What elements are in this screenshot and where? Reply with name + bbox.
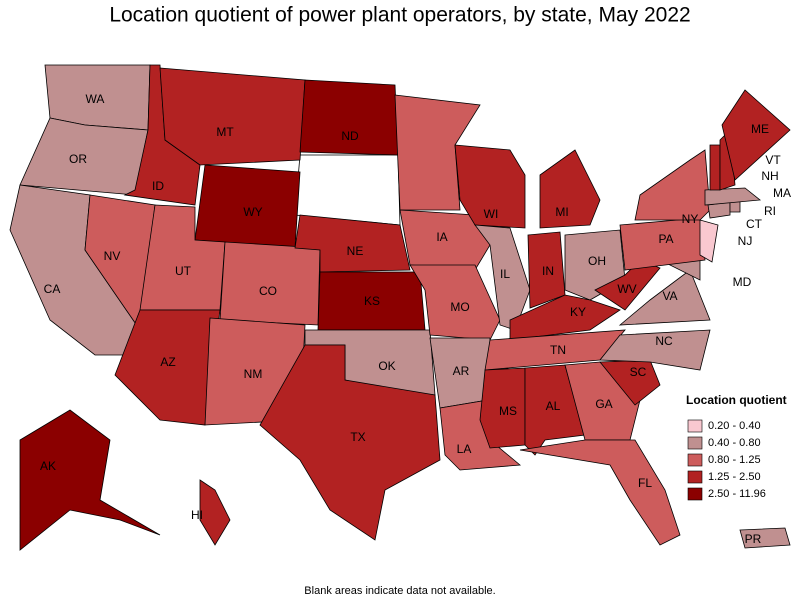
state bbox=[19, 409, 161, 551]
state bbox=[709, 144, 721, 191]
title: Location quotient of power plant operato… bbox=[109, 4, 690, 27]
state-label: NJ bbox=[738, 234, 753, 248]
state-label: OH bbox=[588, 254, 606, 268]
state-label: IA bbox=[436, 230, 447, 244]
state-label: MT bbox=[216, 125, 234, 139]
state bbox=[399, 209, 491, 271]
state-label: SC bbox=[630, 365, 647, 379]
state-label: OR bbox=[69, 152, 87, 166]
state-label: KY bbox=[570, 305, 586, 319]
legend-swatch bbox=[687, 436, 703, 450]
legend-swatch bbox=[687, 487, 703, 501]
state bbox=[699, 219, 719, 263]
state-label: ND bbox=[341, 129, 359, 143]
state-label: PR bbox=[745, 532, 762, 546]
blank-state bbox=[294, 154, 401, 226]
state bbox=[114, 309, 221, 426]
state-label: NM bbox=[244, 367, 263, 381]
legend-swatch bbox=[687, 453, 703, 467]
state-label: CT bbox=[746, 217, 763, 231]
legend-swatch bbox=[687, 419, 703, 433]
state-label: IN bbox=[542, 264, 554, 278]
state bbox=[454, 144, 526, 229]
state-label: NV bbox=[104, 249, 121, 263]
state-label: GA bbox=[595, 397, 612, 411]
legend-swatch bbox=[687, 470, 703, 484]
state-label: MO bbox=[450, 300, 469, 314]
state-label: CA bbox=[44, 282, 61, 296]
state-label: TN bbox=[550, 343, 566, 357]
state-label: OK bbox=[378, 359, 395, 373]
state-label: MD bbox=[733, 275, 752, 289]
state-label: WI bbox=[484, 207, 499, 221]
legend-label: 1.25 - 2.50 bbox=[708, 471, 761, 483]
state-label: NE bbox=[347, 244, 364, 258]
legend-label: 0.40 - 0.80 bbox=[708, 437, 761, 449]
state bbox=[739, 527, 791, 549]
state-label: WV bbox=[617, 282, 636, 296]
state-label: KS bbox=[364, 294, 380, 308]
state bbox=[721, 89, 791, 181]
state-label: AR bbox=[453, 364, 470, 378]
state bbox=[634, 149, 711, 221]
state bbox=[519, 439, 681, 546]
state-label: RI bbox=[764, 204, 776, 218]
legend-label: 0.20 - 0.40 bbox=[708, 420, 761, 432]
state-label: IL bbox=[500, 267, 510, 281]
state bbox=[299, 79, 399, 156]
state-label: WY bbox=[243, 205, 262, 219]
state-label: NH bbox=[761, 169, 778, 183]
state-label: FL bbox=[638, 476, 652, 490]
legend-label: 0.80 - 1.25 bbox=[708, 454, 761, 466]
state-label: MI bbox=[555, 205, 568, 219]
state-label: LA bbox=[457, 442, 472, 456]
state-label: WA bbox=[86, 92, 105, 106]
state bbox=[539, 149, 601, 229]
state-label: AZ bbox=[160, 355, 175, 369]
state-label: UT bbox=[175, 264, 192, 278]
legend-title: Location quotient bbox=[686, 393, 787, 407]
state bbox=[599, 329, 711, 371]
state-label: NY bbox=[682, 212, 699, 226]
state-label: PA bbox=[658, 232, 673, 246]
state bbox=[704, 187, 762, 206]
state-label: AK bbox=[40, 459, 56, 473]
state-label: ID bbox=[152, 179, 164, 193]
state bbox=[259, 344, 441, 541]
legend-label: 2.50 - 11.96 bbox=[708, 488, 766, 500]
state bbox=[479, 367, 526, 449]
state-label: MA bbox=[773, 186, 791, 200]
state bbox=[394, 94, 481, 211]
state-label: CO bbox=[259, 284, 277, 298]
state-label: MS bbox=[499, 404, 517, 418]
state-label: VA bbox=[662, 289, 677, 303]
state-label: NC bbox=[655, 334, 673, 348]
state bbox=[199, 479, 231, 546]
state-label: HI bbox=[191, 508, 203, 522]
state-label: VT bbox=[765, 153, 781, 167]
state bbox=[159, 67, 306, 166]
state-label: AL bbox=[546, 399, 561, 413]
footnote: Blank areas indicate data not available. bbox=[304, 585, 495, 597]
state-label: ME bbox=[751, 122, 769, 136]
state bbox=[564, 361, 641, 441]
state-label: TX bbox=[350, 430, 365, 444]
